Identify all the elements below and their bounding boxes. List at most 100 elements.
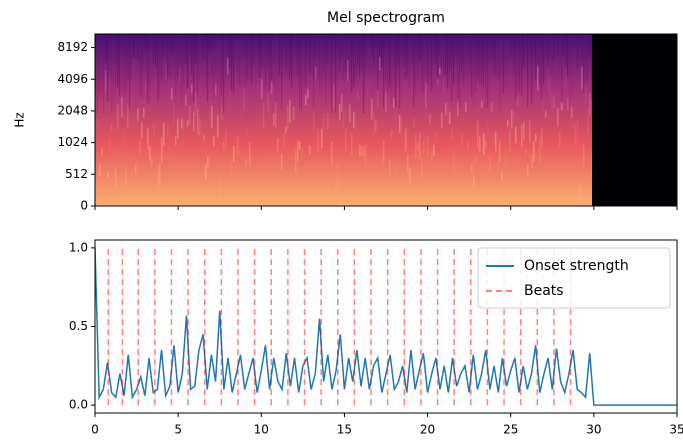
texture [197,109,199,134]
texture [407,34,408,75]
texture [293,106,295,119]
legend-label: Beats [524,283,564,299]
texture [545,34,546,56]
texture [517,34,518,88]
texture [473,176,475,187]
texture [383,141,385,162]
texture [295,34,296,109]
texture [225,130,227,149]
texture [309,145,311,154]
texture [369,34,370,73]
texture [291,34,292,88]
texture [341,34,342,59]
texture [147,127,149,149]
texture [553,34,554,61]
texture [315,66,317,79]
texture [161,137,163,162]
texture [113,34,114,112]
texture [589,34,590,57]
texture [433,34,434,65]
texture [247,129,249,137]
texture [399,34,400,109]
texture [239,34,240,85]
texture [583,34,584,93]
texture [339,104,341,120]
texture [105,34,106,62]
texture [373,112,375,138]
y-tick-label: 1024 [57,135,88,149]
texture [343,109,345,128]
texture [423,141,425,155]
texture [283,134,285,148]
texture [483,133,485,155]
texture [209,107,211,121]
texture [137,108,139,121]
texture [157,165,159,190]
texture [207,34,208,102]
texture [555,87,557,104]
texture [271,82,273,94]
texture [211,34,212,74]
texture [571,34,572,98]
texture [509,130,511,153]
texture [485,141,487,148]
texture [523,122,525,140]
texture [583,143,585,166]
texture [161,34,162,81]
texture [185,34,186,63]
texture [409,168,411,183]
texture [449,112,451,124]
texture [193,111,195,131]
texture [319,107,321,114]
texture [547,68,549,90]
texture [325,34,326,105]
texture [425,34,426,79]
texture [269,98,271,117]
texture [279,154,281,160]
texture [397,34,398,69]
texture [139,141,141,156]
texture [437,79,439,86]
texture [453,34,454,85]
texture [241,34,242,92]
texture [465,34,466,75]
texture [353,34,354,87]
texture [191,34,192,75]
texture [379,57,381,71]
texture [533,141,535,162]
texture [175,34,176,104]
texture [473,34,474,108]
texture [311,34,312,73]
texture [435,132,437,141]
texture [421,159,423,177]
texture [451,128,453,141]
texture [563,73,565,80]
texture [359,144,361,156]
texture [429,34,430,78]
texture [477,121,479,147]
texture [257,84,259,92]
texture [389,158,391,175]
texture [553,95,555,108]
texture [305,95,307,105]
texture [347,34,348,60]
texture [541,34,542,99]
texture [543,95,545,120]
texture [141,34,142,98]
texture [463,34,464,86]
texture [361,146,363,156]
texture [387,110,389,124]
texture [567,34,568,75]
texture [549,34,550,61]
texture [355,116,357,133]
texture [475,34,476,93]
texture [187,34,188,88]
texture [211,106,213,128]
texture [445,103,447,115]
texture [315,34,316,60]
texture [525,34,526,81]
texture [515,34,516,100]
texture [107,172,109,178]
texture [115,34,116,93]
